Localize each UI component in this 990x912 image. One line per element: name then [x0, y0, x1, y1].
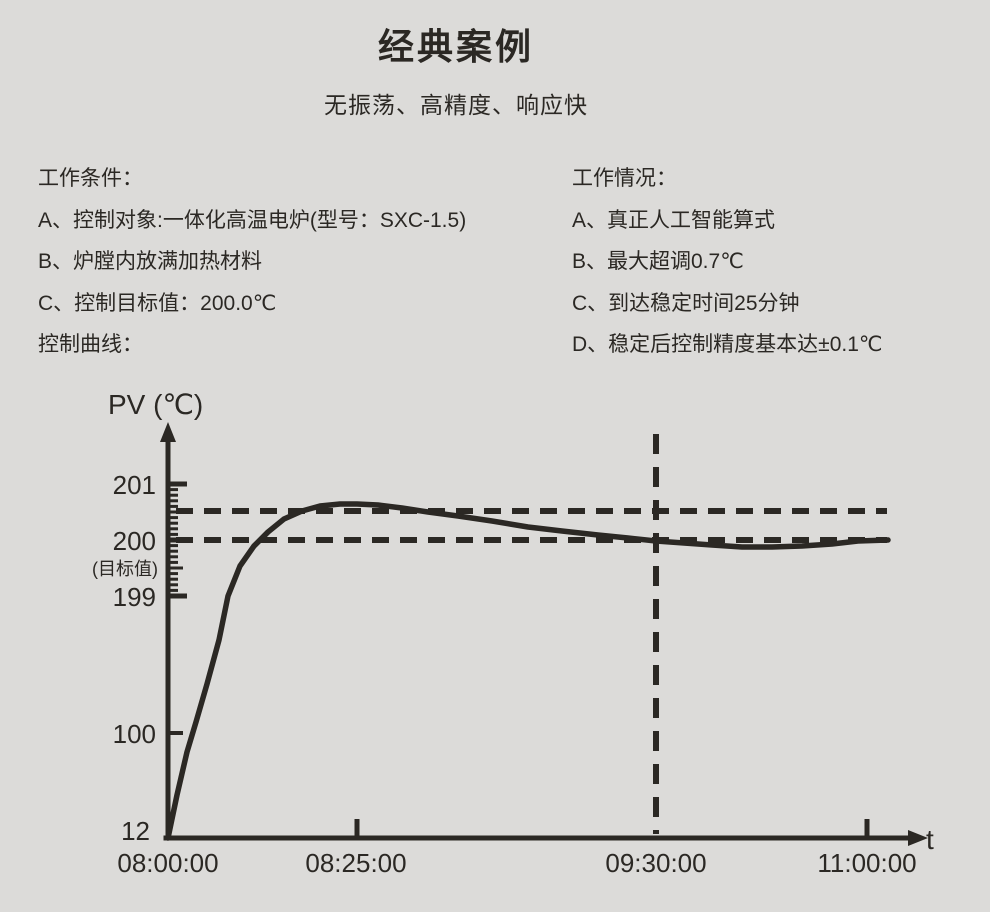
control-curve-label: 控制曲线： [38, 333, 143, 356]
y-tick-target-note: (目标值) [92, 559, 158, 579]
performance-item-a: A、真正人工智能算式 [572, 208, 776, 232]
condition-item-c: C、控制目标值：200.0℃ [38, 291, 277, 315]
y-axis-arrow-icon [160, 422, 176, 442]
y-axis-title: PV (℃) [108, 389, 203, 420]
working-performance-section: 工作情况： A、真正人工智能算式 B、最大超调0.7℃ C、到达稳定时间25分钟… [572, 158, 982, 366]
y-tick-199: 199 [113, 582, 156, 612]
x-tick-110000: 11:00:00 [817, 848, 916, 878]
page-title: 经典案例 [377, 26, 534, 67]
working-conditions-heading: 工作条件： [38, 167, 143, 190]
working-conditions-section: 工作条件： A、控制对象:一体化高温电炉(型号：SXC-1.5) B、炉膛内放满… [38, 158, 558, 366]
x-tick-093000: 09:30:00 [605, 848, 706, 878]
working-performance-heading: 工作情况： [572, 167, 677, 190]
x-tick-080000: 08:00:00 [117, 848, 218, 878]
y-tick-100: 100 [113, 719, 156, 749]
y-tick-12: 12 [121, 816, 150, 846]
control-curve-chart: PV (℃) t 201 200 (目标值) 199 100 12 08:00:… [0, 380, 990, 907]
control-curve-svg: PV (℃) t 201 200 (目标值) 199 100 12 08:00:… [92, 389, 934, 878]
condition-item-a: A、控制对象:一体化高温电炉(型号：SXC-1.5) [38, 208, 467, 232]
performance-item-d: D、稳定后控制精度基本达±0.1℃ [572, 333, 883, 356]
y-tick-201: 201 [113, 470, 156, 500]
x-axis-arrow-icon [908, 830, 928, 846]
condition-item-b: B、炉膛内放满加热材料 [38, 250, 263, 273]
y-tick-200: 200 [113, 526, 156, 556]
performance-item-b: B、最大超调0.7℃ [572, 250, 744, 273]
x-tick-082500: 08:25:00 [305, 848, 406, 878]
pv-curve [165, 501, 891, 841]
x-axis-title: t [926, 824, 934, 855]
page-subtitle: 无振荡、高精度、响应快 [324, 92, 588, 118]
performance-item-c: C、到达稳定时间25分钟 [572, 291, 800, 315]
